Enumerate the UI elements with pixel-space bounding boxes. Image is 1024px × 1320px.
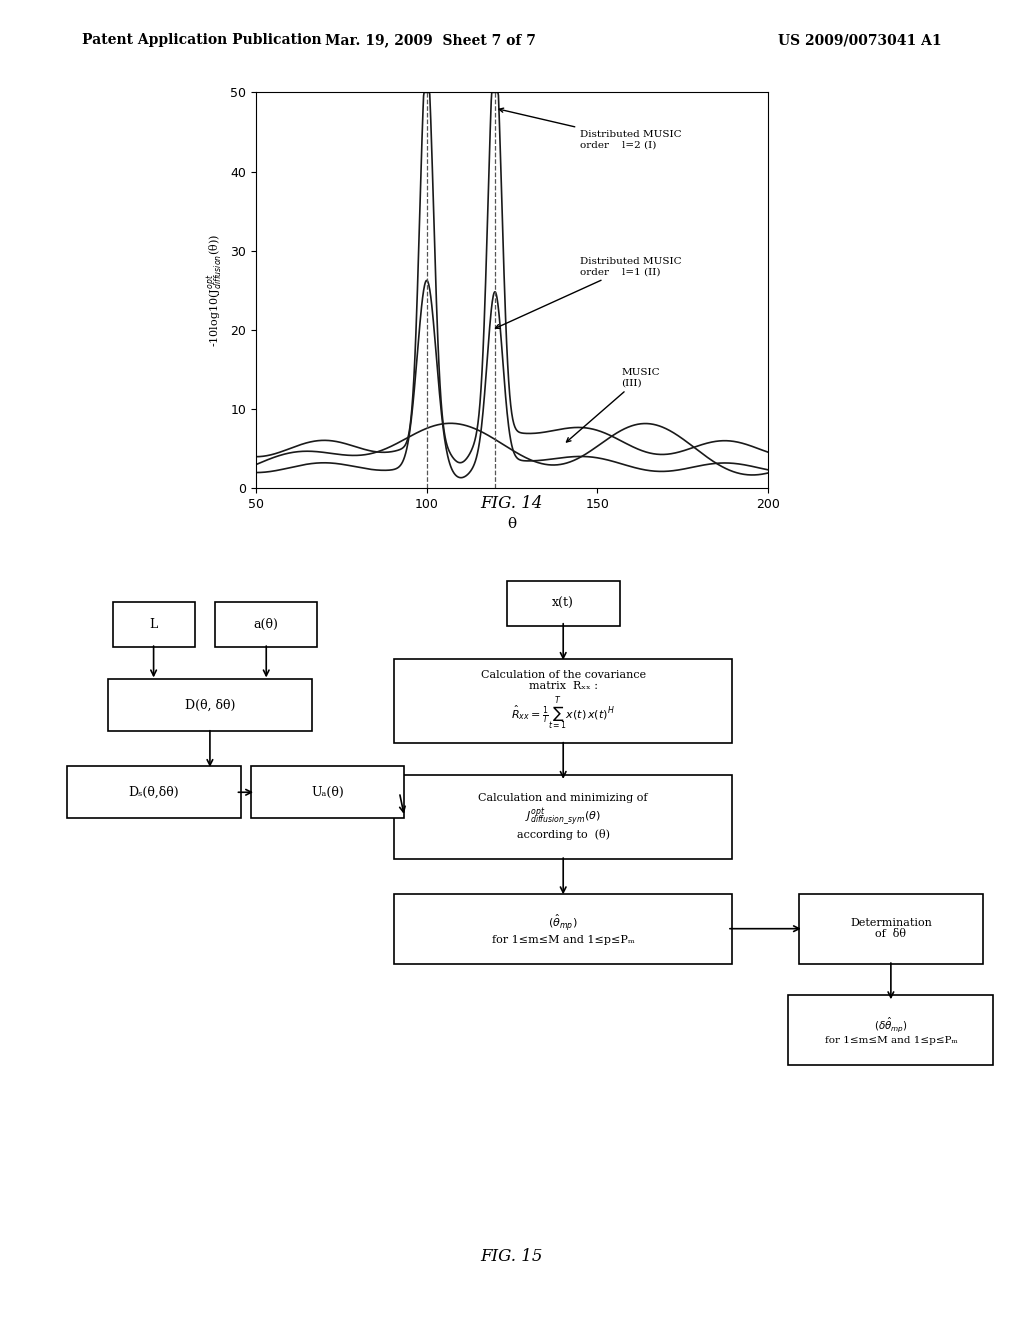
FancyBboxPatch shape [788,995,993,1065]
Text: US 2009/0073041 A1: US 2009/0073041 A1 [778,33,942,48]
Text: Mar. 19, 2009  Sheet 7 of 7: Mar. 19, 2009 Sheet 7 of 7 [325,33,536,48]
Text: a(θ): a(θ) [254,618,279,631]
FancyBboxPatch shape [113,602,195,647]
Text: Calculation of the covariance
matrix  Rₓₓ :
$\hat{R}_{xx} = \frac{1}{T}\sum_{t=1: Calculation of the covariance matrix Rₓₓ… [480,669,646,733]
Text: Dₛ(θ,δθ): Dₛ(θ,δθ) [128,785,179,799]
FancyBboxPatch shape [799,894,983,964]
Text: FIG. 14: FIG. 14 [480,495,544,512]
Text: L: L [150,618,158,631]
FancyBboxPatch shape [394,659,732,743]
Text: $(\delta\hat{\theta}_{mp})$
for 1≤m≤M and 1≤p≤Pₘ: $(\delta\hat{\theta}_{mp})$ for 1≤m≤M an… [824,1015,957,1044]
FancyBboxPatch shape [394,894,732,964]
Text: Patent Application Publication: Patent Application Publication [82,33,322,48]
Text: Determination
of  δθ: Determination of δθ [850,917,932,940]
Text: Distributed MUSIC
order    l=2 (I): Distributed MUSIC order l=2 (I) [499,108,682,149]
FancyBboxPatch shape [67,766,241,818]
Y-axis label: -10log10(J$_{diffusion}^{opt}$(θ)): -10log10(J$_{diffusion}^{opt}$(θ)) [205,234,224,347]
Text: x(t): x(t) [552,597,574,610]
FancyBboxPatch shape [507,581,620,626]
Text: Distributed MUSIC
order    l=1 (II): Distributed MUSIC order l=1 (II) [496,257,682,329]
Text: $(\hat{\theta}_{mp})$
for 1≤m≤M and 1≤p≤Pₘ: $(\hat{\theta}_{mp})$ for 1≤m≤M and 1≤p≤… [492,912,635,945]
FancyBboxPatch shape [215,602,317,647]
Text: MUSIC
(III): MUSIC (III) [566,368,659,442]
Text: D(θ, δθ): D(θ, δθ) [184,698,236,711]
Text: Uₐ(θ): Uₐ(θ) [311,785,344,799]
X-axis label: θ: θ [508,516,516,531]
FancyBboxPatch shape [394,775,732,859]
FancyBboxPatch shape [108,678,312,731]
Text: FIG. 15: FIG. 15 [480,1247,544,1265]
Text: Calculation and minimizing of
$J_{diffusion\_sym}^{opt}(\theta)$
according to  (: Calculation and minimizing of $J_{diffus… [478,793,648,841]
FancyBboxPatch shape [251,766,404,818]
